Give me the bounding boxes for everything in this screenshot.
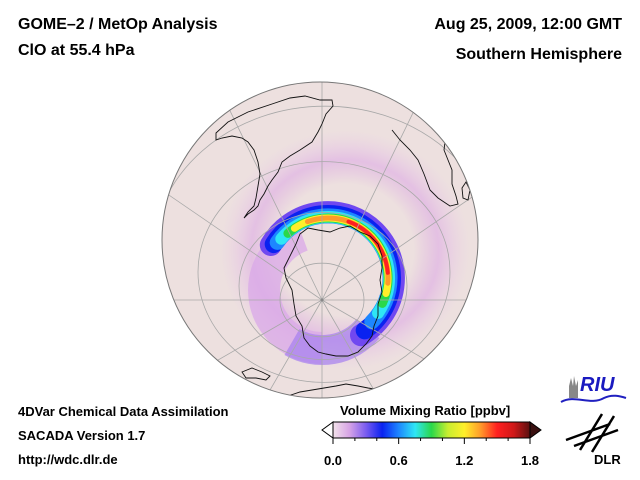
version-label: SACADA Version 1.7 <box>18 428 146 443</box>
meridian-line <box>321 109 478 301</box>
meridian-line <box>321 82 478 301</box>
riu-logo-text: RIU <box>580 374 615 396</box>
meridian-line <box>162 299 323 398</box>
meridian-line <box>321 299 478 398</box>
latitude-line <box>197 161 451 383</box>
colorbar-tick-label: 0.6 <box>389 453 408 468</box>
method-label: 4DVar Chemical Data Assimilation <box>18 404 229 419</box>
new-zealand-coast <box>241 367 271 381</box>
colorbar-extend-low <box>321 421 334 439</box>
colorbar-gradient <box>332 421 531 439</box>
species-label: ClO at 55.4 hPa <box>18 42 135 59</box>
latitude-line <box>162 105 478 398</box>
colorbar-tick-label: 1.8 <box>520 453 540 468</box>
dlr-logo-icon <box>565 413 619 453</box>
dlr-logo-text: DLR <box>594 452 621 467</box>
colorbar-tick-label: 0.0 <box>323 453 343 468</box>
colorbar-tick-label: 1.2 <box>455 453 474 468</box>
colorbar-ticks <box>332 438 531 444</box>
colorbar-extend-high <box>529 421 542 439</box>
source-url[interactable]: http://wdc.dlr.de <box>18 452 118 467</box>
riu-logo <box>560 376 627 403</box>
product-title: GOME–2 / MetOp Analysis <box>18 16 218 33</box>
cathedral-icon <box>569 376 578 398</box>
colorbar <box>321 421 542 444</box>
south-america-coast <box>215 95 334 219</box>
datetime-label: Aug 25, 2009, 12:00 GMT <box>434 16 622 33</box>
south-pole-marker <box>320 298 324 302</box>
hemisphere-label: Southern Hemisphere <box>455 46 622 63</box>
antarctica-coast <box>283 225 383 357</box>
colorbar-title: Volume Mixing Ratio [ppbv] <box>340 403 511 418</box>
river-wave-icon <box>560 394 627 403</box>
globe-outline <box>161 81 479 399</box>
latitude-line <box>238 211 408 360</box>
australia-coast <box>287 383 381 397</box>
meridian-line <box>162 109 323 301</box>
